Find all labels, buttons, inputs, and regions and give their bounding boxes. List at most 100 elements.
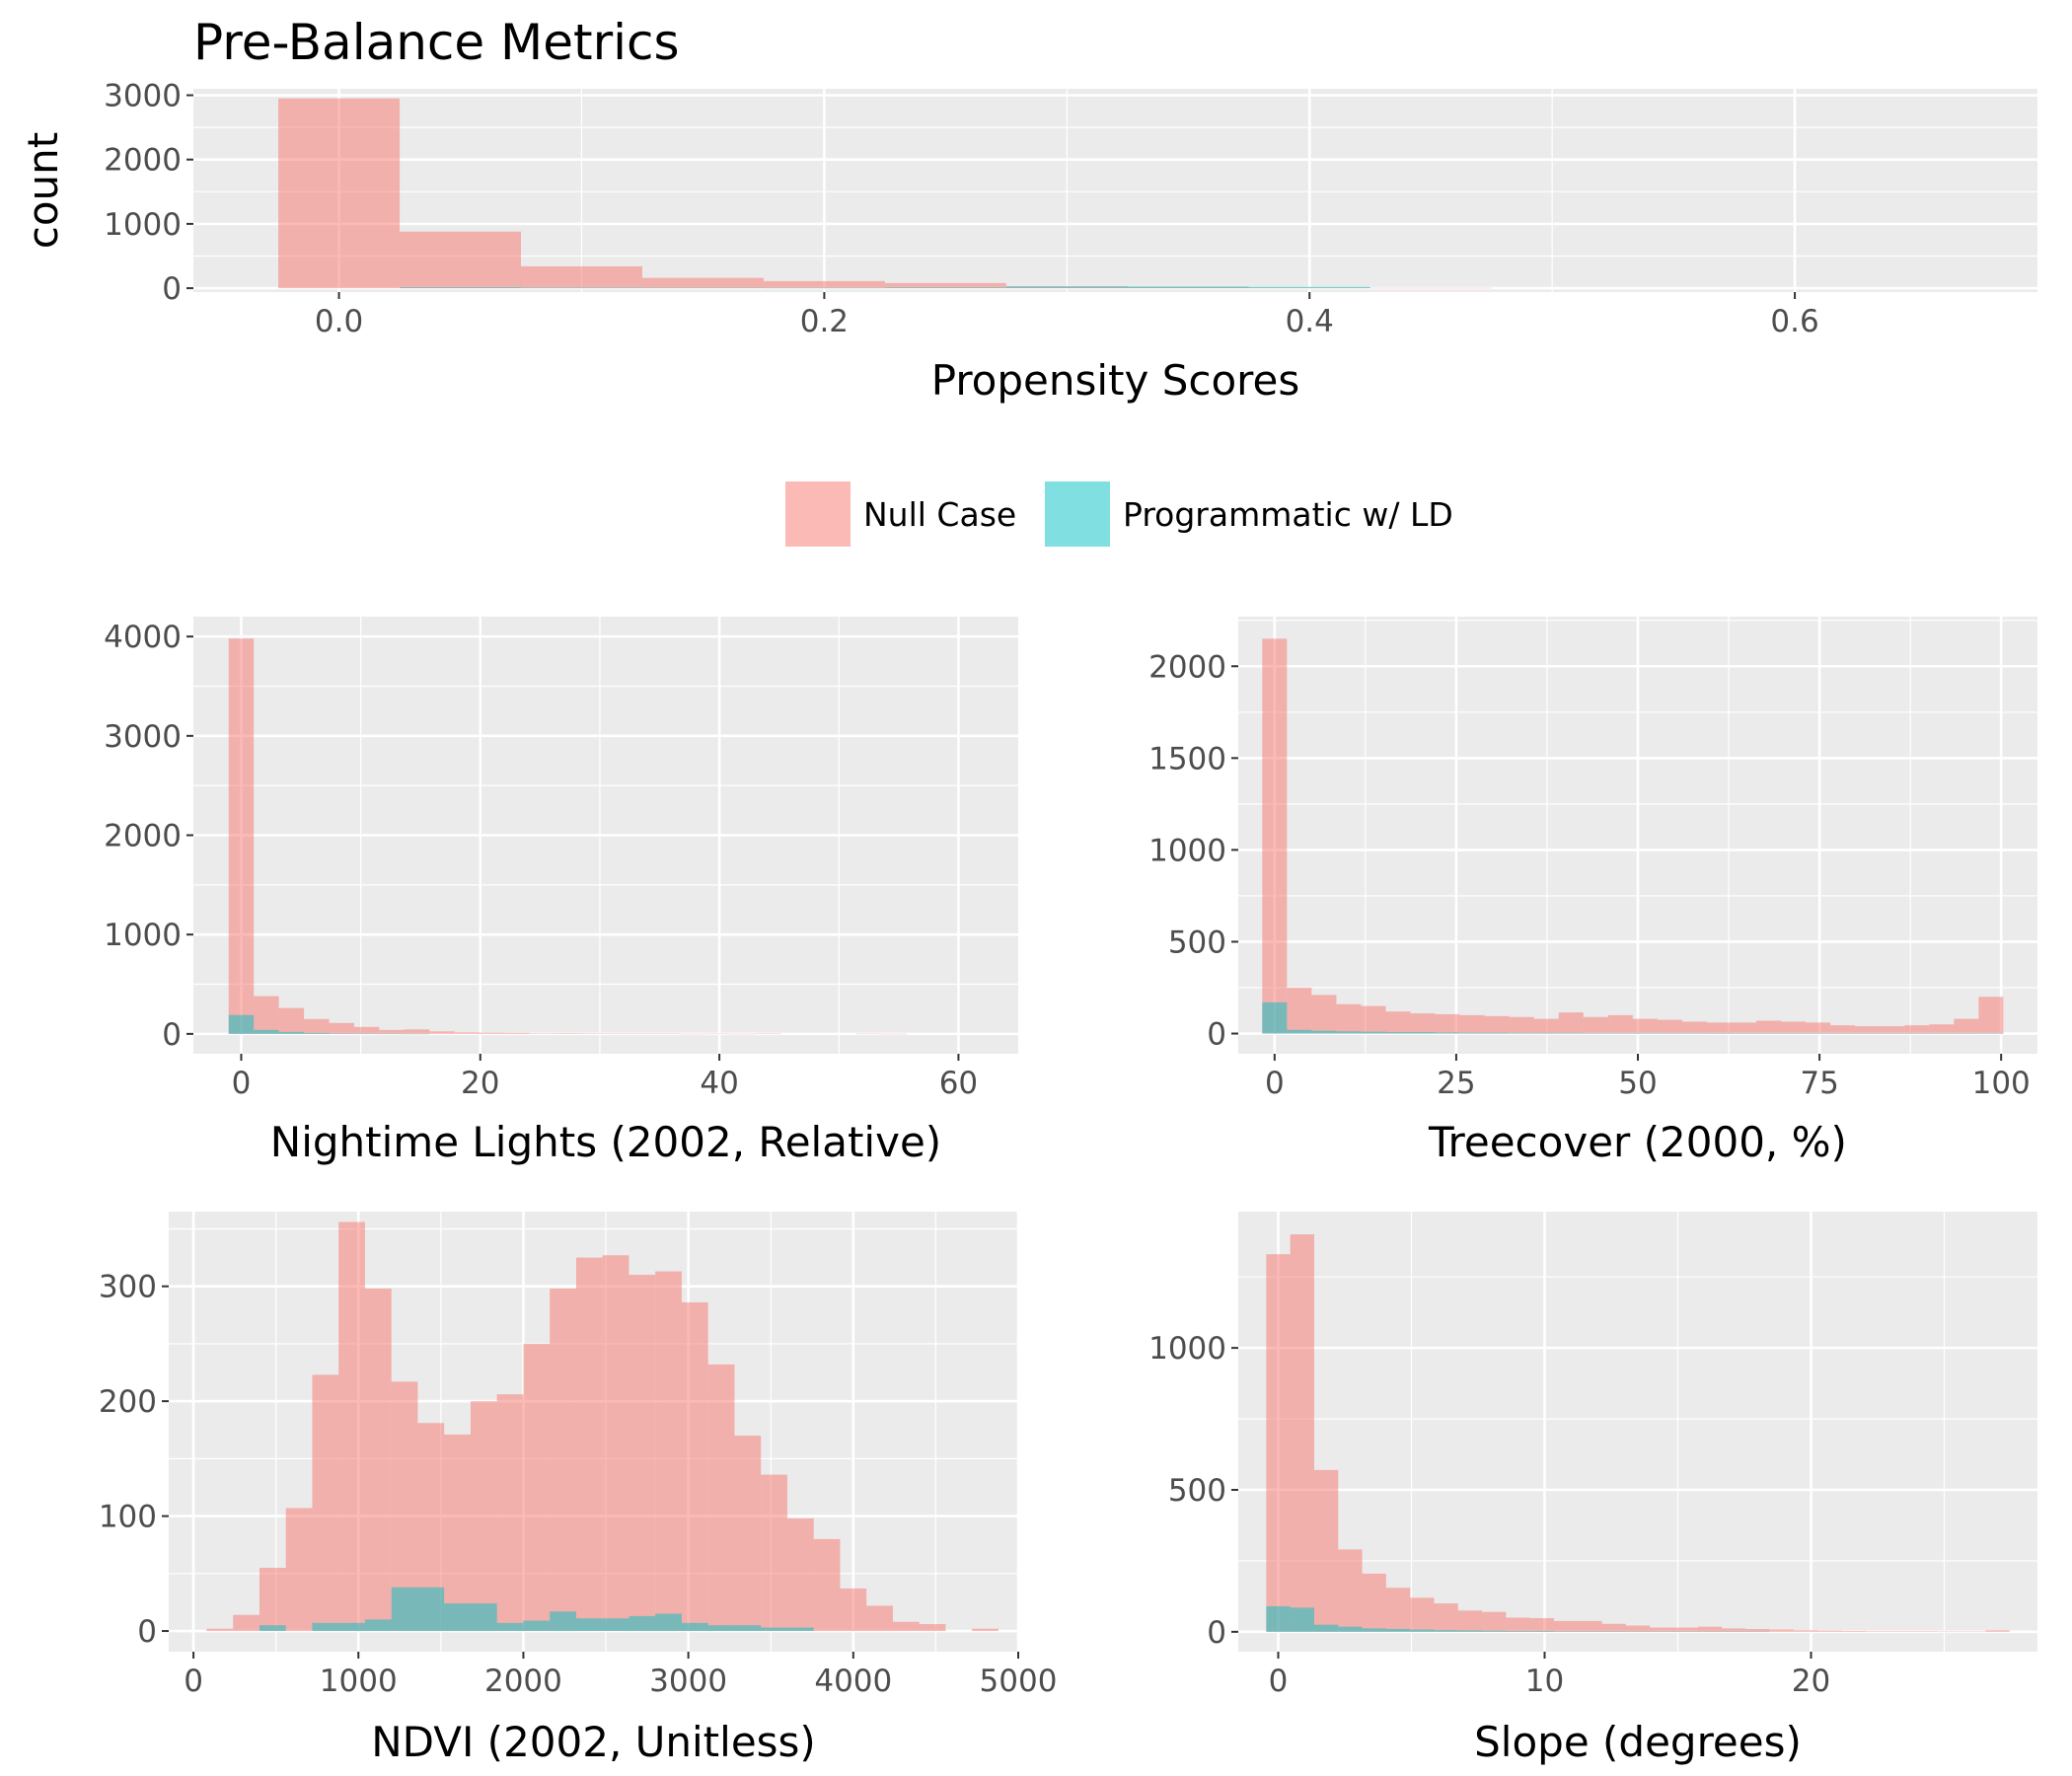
legend-swatch-null-case [785,481,851,547]
histogram-bar [1937,1631,1962,1633]
histogram-bar [1954,1018,1979,1034]
x-axis-title: Nightime Lights (2002, Relative) [270,1118,941,1166]
x-tick-label: 0 [1269,1664,1289,1699]
histogram-bar [1722,1628,1746,1632]
histogram-bar [1361,1005,1386,1034]
histogram-bar [1625,1625,1651,1632]
histogram-bar [1673,1631,1698,1633]
x-tick-label: 0 [1265,1066,1285,1101]
series-programmatic [259,1587,814,1632]
histogram-bar [259,1625,286,1632]
x-tick-label: 20 [1792,1664,1830,1699]
x-tick-label: 60 [939,1066,978,1101]
histogram-bar [1601,1623,1626,1632]
histogram-bar [763,287,885,289]
histogram-bar [1793,1630,1818,1632]
histogram-bar [1266,1605,1291,1632]
histogram-bar [1506,1630,1530,1632]
x-tick-label: 0.0 [315,304,363,339]
histogram-bar [429,1031,455,1034]
histogram-bar [1529,1630,1554,1632]
histogram-bar [866,1605,893,1632]
histogram-bar [1745,1628,1770,1632]
x-tick-label: 75 [1800,1066,1838,1101]
histogram-bar [881,1033,907,1035]
histogram-bar [1578,1620,1602,1632]
histogram-bar [364,1619,392,1632]
x-tick-label: 0.2 [800,304,849,339]
histogram-bar [1781,1021,1807,1034]
x-tick-label: 0 [232,1066,252,1101]
histogram-bar [813,1538,841,1632]
y-tick-label: 0 [162,271,182,307]
histogram-bar [1434,1603,1458,1632]
panel-1: 0.0 0.2 0.4 0.6 0 1000 2000 3000 Propensity Scor… [19,79,2037,405]
histogram-bar [550,1289,576,1632]
histogram-bar [1410,1629,1435,1632]
histogram-bar [1410,1597,1435,1632]
y-tick-label: 2000 [104,143,182,179]
histogram-bar [786,1517,814,1632]
y-tick-label: 0 [1207,1615,1226,1651]
histogram-bar [304,1032,330,1034]
x-tick-label: 4000 [814,1664,892,1699]
x-tick-label: 100 [1972,1066,2031,1101]
histogram-bar [1553,1631,1579,1632]
y-tick-label: 0 [137,1614,157,1650]
histogram-bar [707,1625,735,1632]
x-tick-label: 25 [1437,1066,1475,1101]
histogram-bar [523,1343,551,1632]
panel-5: 0 10 20 0 500 1000 Slope (degrees) [1148,1212,2037,1766]
y-tick-label: 500 [1168,925,1226,960]
histogram-bar [520,287,642,289]
series-programmatic [1262,1001,2004,1034]
y-tick-label: 500 [1168,1473,1226,1509]
histogram-bar [629,1615,656,1632]
histogram-bar [1484,1032,1510,1034]
panel-4: 0 1000 2000 3000 4000 5000 0 100 200 300 NDVI (200… [99,1212,1057,1766]
histogram-bar [1313,1469,1339,1632]
histogram-bar [1817,1630,1842,1632]
histogram-bar [1865,1631,1890,1632]
histogram-bar [444,1434,471,1632]
histogram-bar [400,231,521,289]
histogram-bar [1756,1033,1782,1034]
histogram-bar [480,1032,505,1034]
y-tick-label: 4000 [104,620,182,655]
histogram-bar [1482,1630,1507,1632]
y-tick-label: 1000 [104,207,182,243]
histogram-bar [278,1007,305,1034]
histogram-bar [391,1587,418,1632]
histogram-bar [1657,1019,1682,1034]
histogram-bar [1313,1624,1339,1632]
histogram-bar [1781,1033,1807,1034]
legend-label-programmatic: Programmatic w/ LD [1123,495,1453,534]
histogram-bar [1706,1033,1732,1034]
histogram-bar [1506,1617,1530,1632]
histogram-bar [1607,1014,1633,1034]
histogram-bar [1457,1610,1483,1632]
histogram-bar [1459,1014,1485,1034]
histogram-bar [1697,1631,1723,1633]
histogram-bar [1287,987,1312,1034]
y-tick-label: 1000 [1148,833,1226,868]
histogram-bar [1889,1631,1914,1632]
histogram-bar [734,1436,762,1632]
histogram-bar [972,1628,999,1632]
histogram-bar [575,1257,603,1632]
histogram-bar [1266,1254,1291,1632]
x-tick-label: 40 [700,1066,738,1101]
x-tick-label: 0.6 [1770,304,1818,339]
legend-label-null-case: Null Case [863,495,1016,534]
series-null-case [1266,1234,2010,1633]
histogram-bar [329,1033,354,1034]
histogram-bar [454,1032,481,1034]
histogram-bar [1985,1630,2010,1632]
histogram-bar [470,1401,497,1632]
x-tick-label: 10 [1525,1664,1564,1699]
x-tick-label: 0 [184,1664,203,1699]
histogram-bar [1806,1033,1831,1034]
histogram-bar [1954,1033,1979,1034]
